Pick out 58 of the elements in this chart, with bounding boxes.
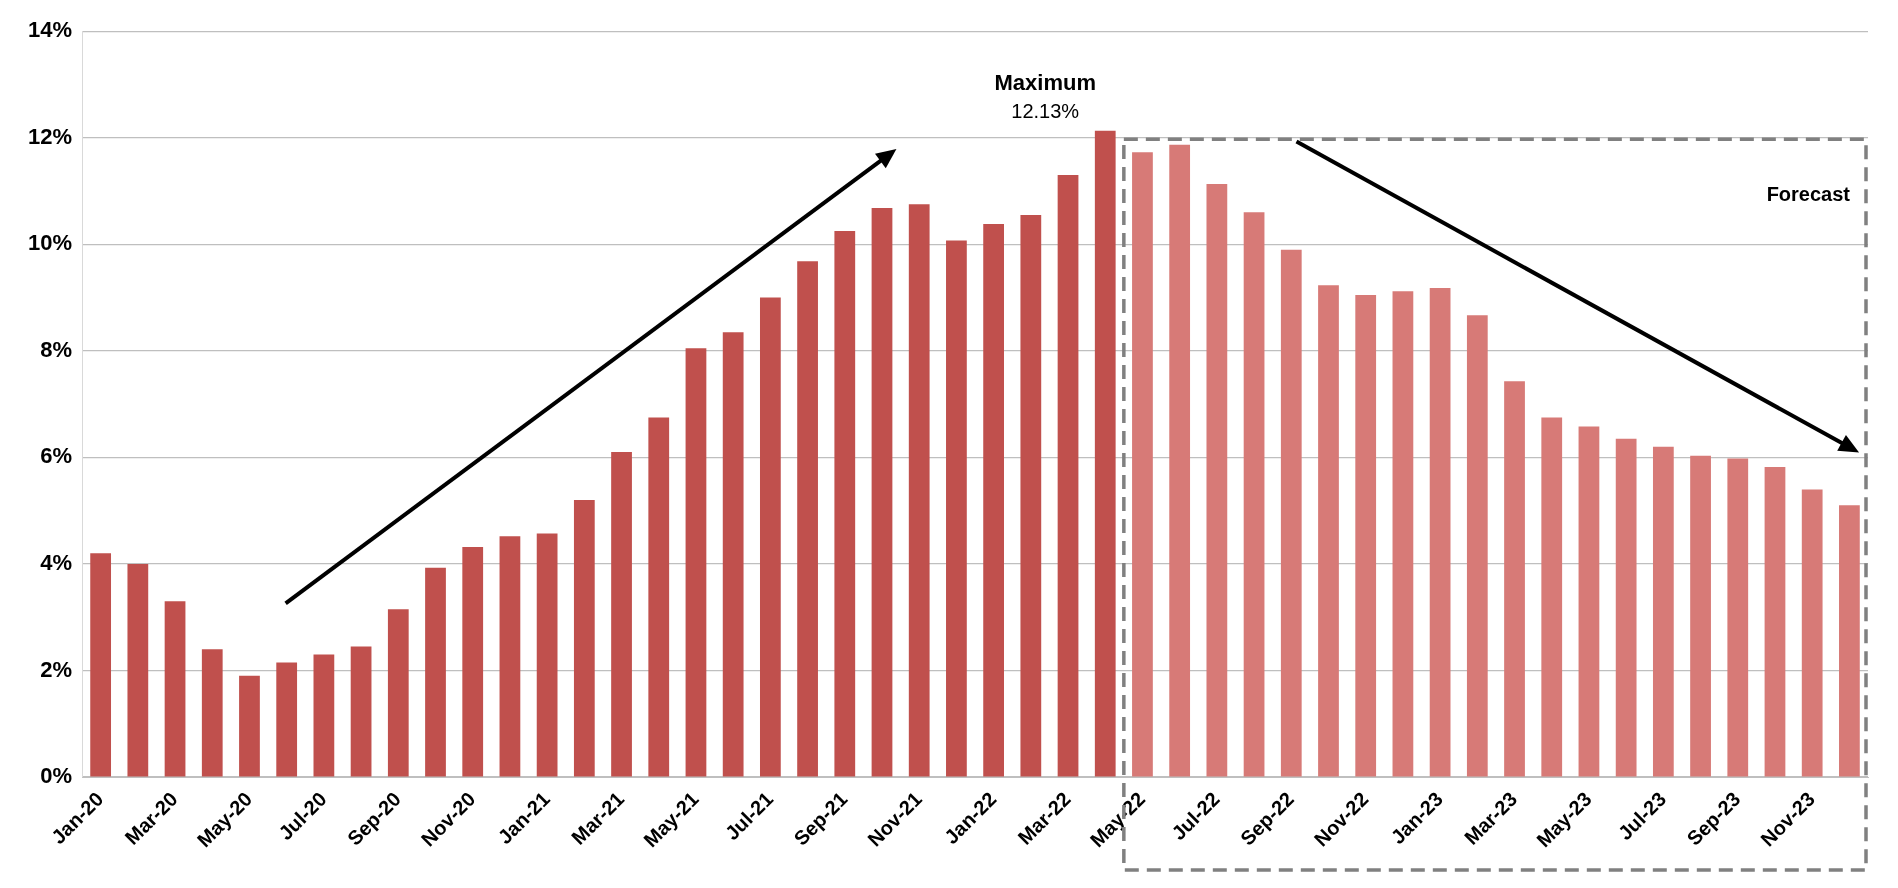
- bar: [1578, 426, 1600, 777]
- y-tick-label: 2%: [40, 656, 73, 682]
- bar: [722, 332, 744, 777]
- bar: [1169, 144, 1191, 777]
- bar: [1318, 285, 1339, 777]
- bar: [201, 649, 223, 777]
- bar: [425, 567, 446, 777]
- bar: [1466, 315, 1488, 777]
- bar: [1020, 215, 1042, 777]
- bar: [685, 348, 707, 777]
- bar: [908, 204, 930, 777]
- bar: [313, 654, 335, 777]
- bar: [536, 533, 558, 777]
- bar: [1615, 438, 1637, 777]
- bar: [1429, 288, 1451, 777]
- bar: [462, 546, 484, 777]
- bar: [276, 662, 298, 777]
- bar: [1652, 446, 1674, 777]
- bar: [611, 452, 632, 777]
- bar: [983, 224, 1004, 777]
- bar: [648, 417, 670, 777]
- annotation: Maximum 12.13%: [994, 69, 1096, 123]
- bar: [1057, 175, 1079, 777]
- bar: [1280, 249, 1302, 777]
- bar: [1132, 152, 1153, 777]
- y-tick-label: 10%: [27, 230, 73, 256]
- bar: [871, 208, 893, 777]
- y-tick-label: 12%: [27, 123, 73, 149]
- y-tick-label: 8%: [40, 336, 73, 362]
- bar: [1206, 184, 1228, 777]
- bar: [1504, 381, 1525, 777]
- bar: [1727, 458, 1749, 777]
- bar: [1392, 291, 1414, 777]
- y-tick-label: 0%: [40, 763, 73, 789]
- bar: [1243, 212, 1265, 777]
- annotation: Forecast: [1766, 182, 1851, 205]
- bar: [164, 601, 186, 777]
- y-tick-label: 14%: [27, 17, 73, 43]
- bar: [946, 240, 967, 777]
- bar: [1839, 505, 1860, 777]
- bar: [834, 230, 856, 777]
- bar: [1801, 489, 1823, 777]
- bar: [1690, 455, 1711, 777]
- bar: [239, 675, 260, 777]
- bar: [127, 563, 149, 777]
- bar: [797, 261, 818, 777]
- y-tick-label: 6%: [40, 443, 73, 469]
- bar: [1094, 130, 1116, 777]
- bar: [90, 553, 112, 777]
- bar: [387, 609, 409, 777]
- bar: [499, 536, 521, 777]
- bar: [1764, 467, 1786, 777]
- bar: [573, 500, 595, 777]
- bar: [1355, 294, 1377, 777]
- bar: [350, 646, 372, 777]
- y-tick-label: 4%: [40, 550, 73, 576]
- bar: [759, 297, 781, 777]
- bar: [1541, 417, 1563, 777]
